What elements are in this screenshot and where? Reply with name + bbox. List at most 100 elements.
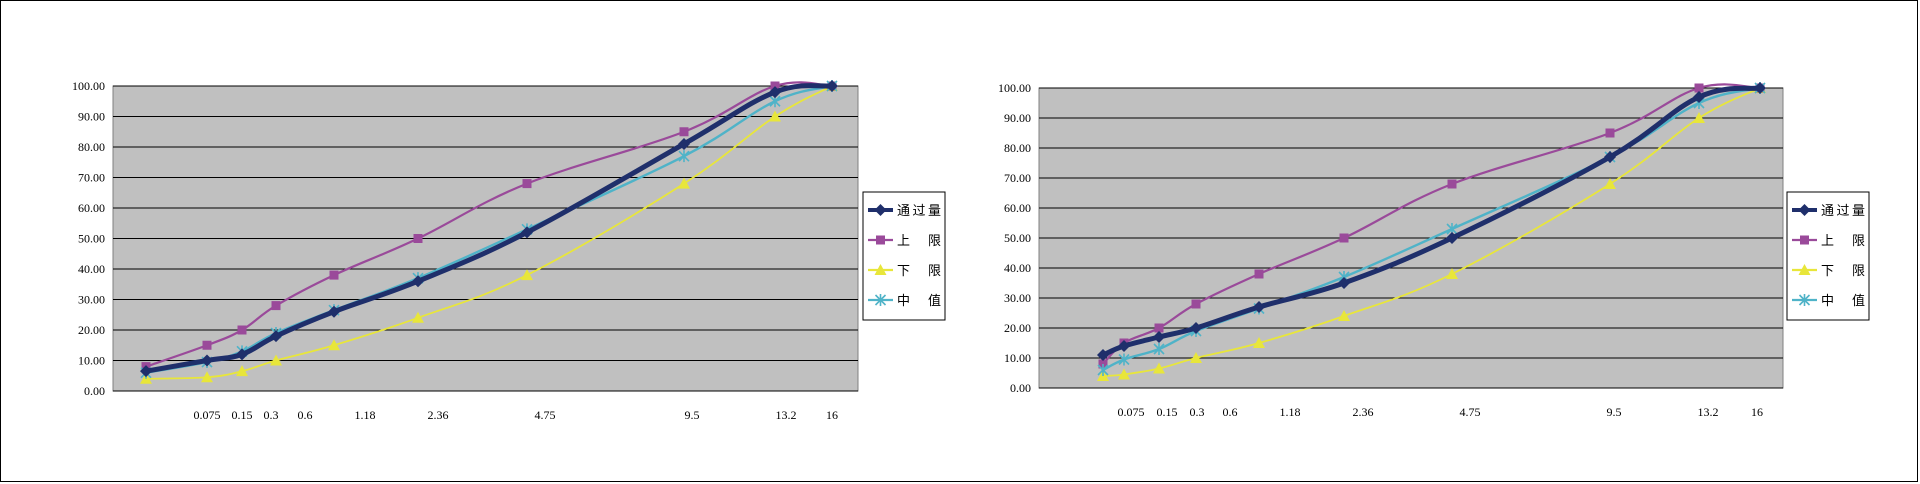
data-point (270, 354, 282, 366)
data-point (1153, 331, 1165, 343)
data-point (1190, 322, 1202, 334)
data-point (412, 311, 424, 323)
data-point (1604, 178, 1616, 189)
legend-label: 下 限 (897, 264, 941, 279)
x-tick-label: 9.5 (685, 408, 700, 422)
data-point (1605, 128, 1615, 138)
data-point (1154, 323, 1164, 333)
chart-right: 0.00 10.00 20.00 30.00 40.00 50.00 60.00 70.00 8… (998, 81, 1870, 419)
x-tick-label: 0.15 (232, 408, 253, 422)
data-point (678, 150, 690, 163)
y-tick-label: 70.00 (1004, 171, 1031, 185)
legend: 通 过 量上 限下 限中 值 (862, 191, 946, 321)
data-point (521, 269, 533, 281)
data-point (1118, 353, 1130, 366)
data-point (678, 177, 690, 189)
data-point (1153, 362, 1165, 374)
series-2 (1097, 82, 1766, 381)
chart-left: 0.00 10.00 20.00 30.00 40.00 50.00 60.00 70.00 8… (72, 79, 946, 422)
y-tick-label: 20.00 (1004, 321, 1031, 335)
y-tick-label: 30.00 (78, 293, 105, 307)
x-tick-label: 9.5 (1607, 405, 1622, 419)
x-tick-label: 0.15 (1157, 405, 1178, 419)
data-point (412, 275, 424, 288)
y-tick-label: 0.00 (1010, 381, 1031, 395)
legend-marker (1800, 235, 1809, 245)
data-point (236, 348, 248, 361)
data-point (1254, 269, 1264, 279)
legend-marker (874, 264, 887, 275)
y-tick-label: 100.00 (72, 79, 105, 93)
data-point (1118, 340, 1130, 352)
legend-box (862, 191, 946, 321)
y-tick-label: 30.00 (1004, 291, 1031, 305)
x-tick-label: 0.075 (194, 408, 221, 422)
data-point (236, 365, 248, 377)
data-point (328, 305, 340, 318)
data-point (1338, 310, 1350, 321)
data-point (678, 137, 690, 150)
data-point (1153, 343, 1165, 355)
y-tick-label: 10.00 (1004, 351, 1031, 365)
y-tick-label: 50.00 (78, 232, 105, 246)
y-tick-label: 80.00 (78, 140, 105, 154)
data-point (1754, 82, 1766, 94)
data-point (521, 226, 533, 239)
legend-marker (874, 204, 887, 216)
legend-marker (1798, 264, 1811, 275)
data-point (769, 86, 781, 99)
x-tick-label: 0.075 (1118, 405, 1145, 419)
y-tick-label: 60.00 (1004, 201, 1031, 215)
x-tick-label: 13.2 (1698, 405, 1719, 419)
y-tick-label: 10.00 (78, 354, 105, 368)
data-point (679, 127, 689, 137)
y-tick-label: 90.00 (78, 110, 105, 124)
x-tick-label: 1.18 (355, 408, 376, 422)
series-0 (1097, 82, 1766, 361)
y-tick-label: 60.00 (78, 201, 105, 215)
data-point (202, 340, 212, 350)
x-tick-label: 1.18 (1280, 405, 1301, 419)
data-point (769, 110, 781, 122)
y-tick-label: 40.00 (1004, 261, 1031, 275)
data-point (1253, 337, 1265, 348)
x-tick-label: 16 (1751, 405, 1763, 419)
y-tick-label: 0.00 (84, 384, 105, 398)
data-point (1253, 301, 1265, 313)
data-point (1694, 83, 1704, 93)
data-point (271, 301, 281, 311)
x-tick-label: 0.3 (1190, 405, 1205, 419)
legend-marker (876, 235, 885, 245)
y-tick-label: 80.00 (1004, 141, 1031, 155)
legend-label: 上 限 (1821, 234, 1865, 249)
legend-marker (874, 294, 887, 306)
x-tick-label: 0.3 (264, 408, 279, 422)
data-point (1191, 299, 1201, 309)
data-point (329, 270, 339, 280)
legend-marker (1798, 204, 1811, 216)
legend-label: 下 限 (1821, 264, 1865, 279)
data-point (1446, 232, 1458, 244)
series-2 (140, 80, 838, 384)
data-point (826, 80, 838, 92)
legend-box (1786, 191, 1870, 321)
data-point (1693, 91, 1705, 103)
y-tick-label: 100.00 (998, 81, 1031, 95)
data-point (1693, 112, 1705, 123)
x-tick-label: 4.75 (535, 408, 556, 422)
x-tick-label: 0.6 (298, 408, 313, 422)
data-point (1339, 233, 1349, 243)
data-point (140, 365, 152, 378)
x-tick-label: 2.36 (1353, 405, 1374, 419)
legend-marker (1798, 294, 1811, 306)
x-tick-label: 13.2 (776, 408, 797, 422)
data-point (201, 371, 213, 383)
x-tick-label: 2.36 (428, 408, 449, 422)
x-tick-label: 16 (826, 408, 838, 422)
legend-label: 上 限 (897, 234, 941, 249)
legend-label: 通 过 量 (897, 204, 941, 219)
data-point (237, 325, 247, 335)
data-point (1118, 368, 1130, 380)
